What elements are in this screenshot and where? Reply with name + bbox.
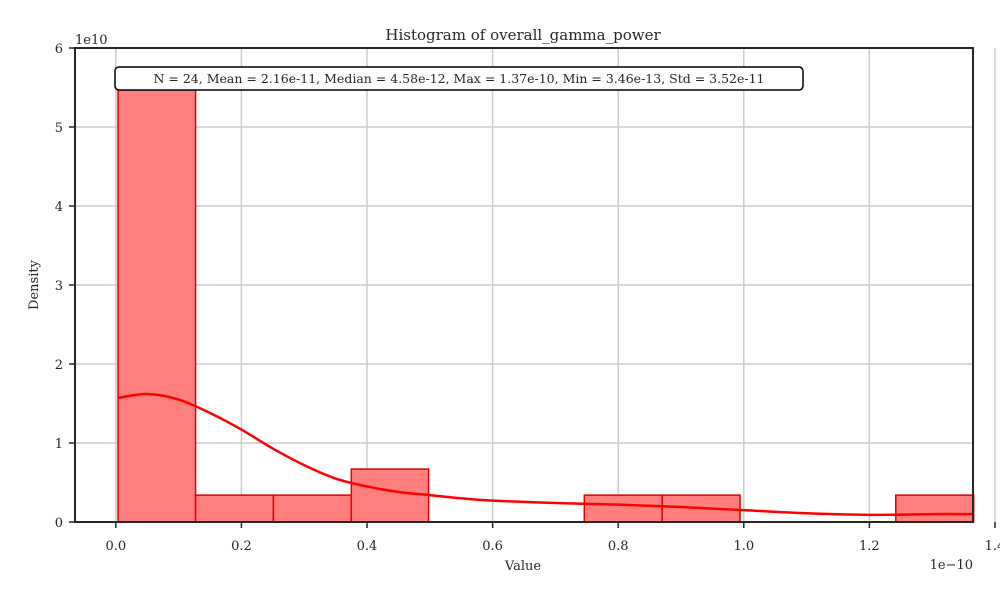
x-tick-label: 0.2 — [231, 539, 252, 554]
x-tick-label: 1.0 — [733, 539, 754, 554]
y-axis-label: Density — [27, 259, 42, 310]
grid-lines — [75, 47, 996, 523]
stats-box — [114, 66, 804, 91]
chart-title: Histogram of overall_gamma_power — [385, 26, 661, 44]
histogram-bar — [272, 494, 353, 523]
axis-ticks: 0.0 0.2 0.4 0.6 0.8 1.0 1.2 1.4 0 1 2 3 4 5 6 — [55, 42, 1000, 554]
stats-annotation: N = 24, Mean = 2.16e-11, Median = 4.58e-… — [114, 66, 804, 91]
y-tick-label: 5 — [55, 121, 63, 136]
stats-text: N = 24, Mean = 2.16e-11, Median = 4.58e-… — [153, 71, 764, 86]
histogram-bar — [583, 494, 663, 523]
y-tick-label: 2 — [55, 358, 63, 373]
y-tick-label: 0 — [55, 516, 63, 531]
x-axis-label: Value — [504, 559, 541, 574]
x-tick-label: 0.4 — [357, 539, 378, 554]
y-tick-label: 3 — [55, 279, 63, 294]
x-tick-label: 1.4 — [985, 539, 1000, 554]
histogram-bar — [194, 494, 275, 523]
y-tick-label: 6 — [55, 42, 63, 57]
histogram-bars — [117, 78, 975, 523]
kde-line — [117, 392, 974, 517]
histogram-bar — [350, 468, 430, 523]
x-tick-label: 0.6 — [482, 539, 503, 554]
histogram-bar — [895, 494, 975, 523]
x-offset-text: 1e−10 — [930, 558, 973, 573]
y-tick-label: 1 — [55, 437, 63, 452]
y-offset-text: 1e10 — [75, 33, 108, 48]
x-tick-label: 1.2 — [859, 539, 880, 554]
kde-curve-layer — [117, 392, 974, 517]
histogram-bar — [117, 78, 197, 523]
x-tick-label: 0.8 — [608, 539, 629, 554]
y-tick-label: 4 — [55, 200, 63, 215]
x-tick-label: 0.0 — [105, 539, 126, 554]
